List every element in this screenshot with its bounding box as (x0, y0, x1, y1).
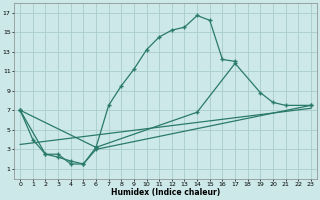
X-axis label: Humidex (Indice chaleur): Humidex (Indice chaleur) (111, 188, 220, 197)
